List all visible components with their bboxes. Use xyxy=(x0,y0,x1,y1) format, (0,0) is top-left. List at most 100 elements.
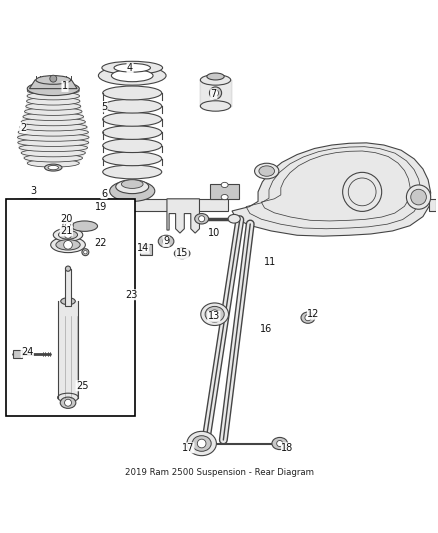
Text: 17: 17 xyxy=(182,443,194,453)
Ellipse shape xyxy=(25,108,82,116)
Circle shape xyxy=(143,246,150,253)
Circle shape xyxy=(277,440,283,447)
Ellipse shape xyxy=(207,73,224,80)
Circle shape xyxy=(64,399,71,406)
Text: 13: 13 xyxy=(208,311,220,321)
Text: 20: 20 xyxy=(60,214,72,224)
Ellipse shape xyxy=(254,163,279,179)
Text: 24: 24 xyxy=(21,348,33,358)
Text: 15: 15 xyxy=(176,248,188,259)
Ellipse shape xyxy=(116,180,149,193)
Text: 21: 21 xyxy=(60,226,72,236)
Ellipse shape xyxy=(259,166,275,176)
Circle shape xyxy=(162,238,170,245)
Ellipse shape xyxy=(27,87,79,95)
Bar xyxy=(140,244,152,255)
Ellipse shape xyxy=(99,66,166,85)
Ellipse shape xyxy=(56,240,80,250)
Ellipse shape xyxy=(195,214,208,224)
Polygon shape xyxy=(9,199,37,211)
Ellipse shape xyxy=(221,182,228,188)
Ellipse shape xyxy=(103,152,162,166)
Ellipse shape xyxy=(114,63,151,72)
Text: 18: 18 xyxy=(282,443,293,453)
Text: 3: 3 xyxy=(30,187,36,197)
Ellipse shape xyxy=(27,97,80,105)
Ellipse shape xyxy=(110,181,155,201)
Ellipse shape xyxy=(19,123,87,131)
Ellipse shape xyxy=(45,164,62,171)
Ellipse shape xyxy=(18,133,89,141)
Ellipse shape xyxy=(103,125,162,140)
Text: 7: 7 xyxy=(211,89,217,99)
Ellipse shape xyxy=(103,165,162,179)
Bar xyxy=(210,184,239,199)
Text: 25: 25 xyxy=(76,381,88,391)
Ellipse shape xyxy=(18,128,88,136)
Bar xyxy=(65,269,71,305)
Text: 16: 16 xyxy=(260,325,272,334)
Ellipse shape xyxy=(48,165,59,169)
Circle shape xyxy=(411,189,426,205)
Ellipse shape xyxy=(103,112,162,126)
Ellipse shape xyxy=(27,92,80,100)
Circle shape xyxy=(63,220,73,230)
Text: 19: 19 xyxy=(95,201,107,212)
Ellipse shape xyxy=(21,149,85,157)
Ellipse shape xyxy=(102,61,162,74)
Circle shape xyxy=(210,310,219,319)
Circle shape xyxy=(64,231,71,238)
Ellipse shape xyxy=(58,393,78,402)
Ellipse shape xyxy=(23,113,84,120)
Text: 5: 5 xyxy=(101,102,107,112)
Ellipse shape xyxy=(19,144,88,151)
Ellipse shape xyxy=(103,86,162,100)
Text: 9: 9 xyxy=(163,236,169,246)
Text: 22: 22 xyxy=(95,238,107,248)
Ellipse shape xyxy=(27,159,79,167)
Ellipse shape xyxy=(24,154,82,162)
Circle shape xyxy=(50,75,57,82)
Bar xyxy=(58,301,78,398)
Circle shape xyxy=(212,90,219,96)
Circle shape xyxy=(197,439,206,448)
Ellipse shape xyxy=(272,438,287,449)
Ellipse shape xyxy=(21,118,85,126)
Circle shape xyxy=(209,87,222,99)
Circle shape xyxy=(179,251,185,256)
Bar xyxy=(37,199,228,211)
Ellipse shape xyxy=(228,214,240,223)
Text: 14: 14 xyxy=(137,243,149,253)
Ellipse shape xyxy=(158,235,174,247)
Text: 6: 6 xyxy=(101,189,107,199)
Ellipse shape xyxy=(200,75,231,85)
Text: 12: 12 xyxy=(307,309,320,319)
Ellipse shape xyxy=(51,237,85,253)
Ellipse shape xyxy=(121,180,143,188)
Ellipse shape xyxy=(200,101,231,111)
Ellipse shape xyxy=(59,230,78,239)
Ellipse shape xyxy=(60,397,76,408)
Polygon shape xyxy=(29,80,77,88)
Ellipse shape xyxy=(53,228,83,241)
Text: 10: 10 xyxy=(208,228,220,238)
Circle shape xyxy=(305,314,311,321)
Ellipse shape xyxy=(61,298,75,305)
Ellipse shape xyxy=(174,248,190,259)
Circle shape xyxy=(406,185,431,209)
Circle shape xyxy=(82,249,89,256)
Ellipse shape xyxy=(65,266,71,271)
Text: 11: 11 xyxy=(264,257,276,267)
Polygon shape xyxy=(167,199,199,233)
Text: 2019 Ram 2500 Suspension - Rear Diagram: 2019 Ram 2500 Suspension - Rear Diagram xyxy=(124,468,314,477)
Ellipse shape xyxy=(27,82,79,95)
Bar xyxy=(6,199,135,416)
Ellipse shape xyxy=(201,303,229,326)
Circle shape xyxy=(64,240,72,249)
Ellipse shape xyxy=(221,195,228,200)
Circle shape xyxy=(198,216,205,222)
Text: 2: 2 xyxy=(20,123,26,133)
Text: 1: 1 xyxy=(62,82,68,92)
Text: 23: 23 xyxy=(125,290,138,300)
Ellipse shape xyxy=(103,99,162,113)
